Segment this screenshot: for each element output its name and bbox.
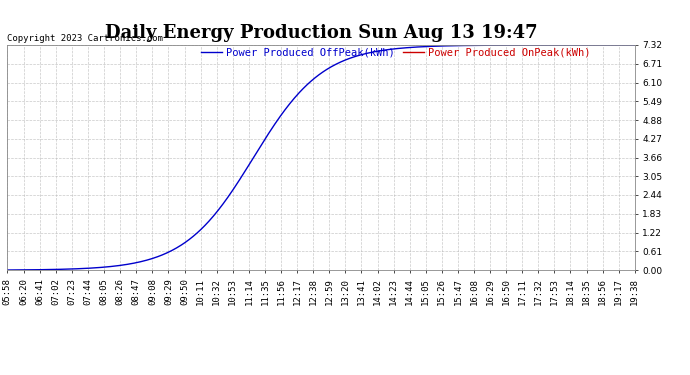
Power Produced OffPeak(kWh)	[403, 45, 411, 50]
Line: Power Produced OffPeak(kWh): Power Produced OffPeak(kWh)	[7, 45, 635, 270]
Power Produced OffPeak(kWh)	[384, 47, 392, 52]
Power Produced OffPeak(kWh)	[41, 267, 50, 272]
Text: Copyright 2023 Cartronics.com: Copyright 2023 Cartronics.com	[7, 34, 163, 43]
Legend: Power Produced OffPeak(kWh), Power Produced OnPeak(kWh): Power Produced OffPeak(kWh), Power Produ…	[201, 48, 591, 58]
Power Produced OffPeak(kWh)	[631, 43, 639, 47]
Power Produced OffPeak(kWh)	[479, 43, 487, 48]
Power Produced OffPeak(kWh)	[3, 268, 11, 272]
Power Produced OffPeak(kWh)	[367, 50, 375, 55]
Power Produced OffPeak(kWh)	[544, 43, 552, 47]
Title: Daily Energy Production Sun Aug 13 19:47: Daily Energy Production Sun Aug 13 19:47	[105, 24, 537, 42]
